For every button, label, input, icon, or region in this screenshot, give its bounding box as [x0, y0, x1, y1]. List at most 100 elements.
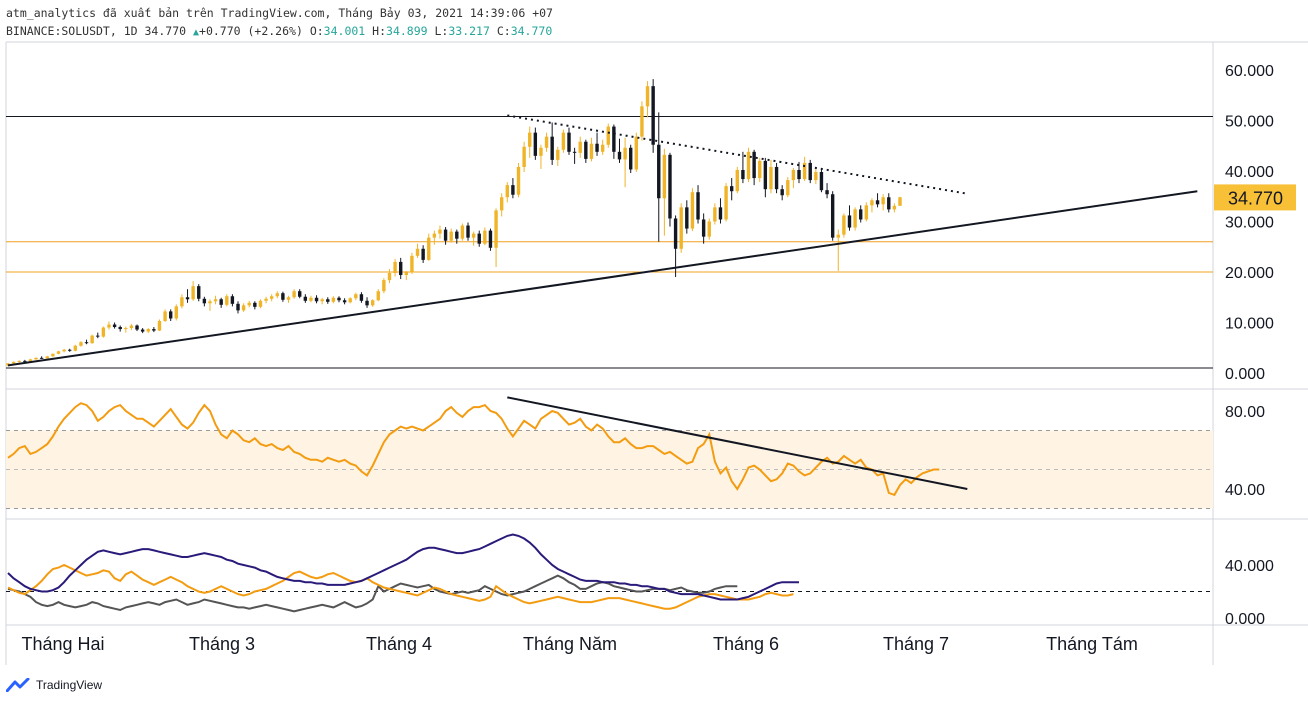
candle-body: [90, 335, 94, 344]
candle-body: [606, 126, 610, 145]
price-tick-label: 50.000: [1225, 114, 1274, 131]
price-pane[interactable]: [6, 79, 1213, 369]
candle-body: [455, 231, 459, 239]
candle-body: [774, 166, 779, 190]
low-value: 33.217: [448, 24, 490, 38]
candle-body: [802, 162, 807, 180]
rsi-pane[interactable]: [6, 396, 1213, 509]
candle-body: [309, 297, 313, 301]
candle-body: [488, 230, 493, 248]
candle-body: [724, 186, 728, 220]
candle-body: [707, 221, 711, 237]
candle-body: [320, 299, 324, 302]
candle-body: [331, 297, 336, 302]
candle-body: [864, 205, 869, 220]
candle-body: [140, 329, 145, 332]
candle-body: [657, 144, 661, 199]
candle-body: [387, 273, 392, 281]
ohlc-legend: BINANCE:SOLUSDT, 1D 34.770 ▲+0.770 (+2.2…: [6, 24, 552, 38]
time-axis-label: Tháng Hai: [21, 634, 104, 654]
candle-body: [466, 225, 470, 238]
candle-body: [629, 147, 633, 170]
candle-body: [275, 293, 279, 297]
candle-body: [96, 335, 100, 337]
candle-body: [129, 325, 134, 329]
candle-body: [11, 361, 16, 364]
price-tick-label: 20.000: [1225, 265, 1274, 282]
candle-body: [101, 327, 106, 337]
candle-body: [729, 186, 734, 192]
candle-body: [830, 194, 835, 238]
candle-body: [769, 166, 773, 190]
candle-body: [421, 248, 425, 260]
price-change: +0.770 (+2.26%): [199, 24, 303, 38]
candle-body: [718, 207, 723, 220]
candle-body: [376, 291, 380, 301]
price-tick-label: 0.000: [1225, 366, 1265, 383]
candle-body: [253, 302, 257, 307]
candle-body: [342, 300, 347, 303]
candle-body: [640, 106, 644, 137]
candle-body: [393, 261, 397, 274]
candle-body: [746, 151, 751, 180]
time-axis-label: Tháng 3: [189, 634, 255, 654]
candle-body: [786, 180, 790, 196]
candle-body: [808, 162, 812, 181]
last-price-label: 34.770: [1228, 188, 1283, 208]
up-arrow-icon: ▲: [192, 27, 200, 38]
candle-body: [505, 185, 509, 198]
candle-body: [662, 154, 667, 199]
candle-body: [634, 136, 639, 170]
adx-pane[interactable]: [6, 533, 1213, 613]
candle-body: [56, 351, 61, 354]
candle-body: [556, 149, 560, 160]
candle-body: [859, 209, 863, 220]
candle-body: [853, 209, 857, 228]
rsi-trendline: [507, 396, 968, 490]
candle-body: [292, 291, 296, 298]
candle-body: [584, 141, 588, 159]
candle-body: [713, 207, 717, 222]
candle-body: [410, 255, 414, 273]
publish-info: atm_analytics đã xuất bản trên TradingVi…: [6, 6, 553, 20]
tradingview-brand[interactable]: TradingView: [6, 678, 102, 692]
candle-body: [337, 297, 341, 301]
candle-body: [124, 328, 128, 330]
candle-body: [34, 357, 38, 360]
candle-body: [651, 86, 655, 145]
candle-body: [370, 300, 375, 306]
candle-body: [892, 205, 897, 210]
candle-body: [791, 169, 796, 181]
di-minus-line: [7, 574, 738, 613]
candle-body: [612, 126, 616, 152]
rsi-line: [7, 402, 940, 497]
candle-body: [735, 169, 739, 192]
candle-body: [870, 200, 874, 206]
candle-body: [741, 169, 745, 180]
candle-body: [477, 233, 481, 244]
candle-body: [286, 297, 291, 300]
candle-body: [483, 230, 487, 244]
candle-body: [645, 86, 650, 107]
candle-body: [303, 296, 308, 301]
candle-body: [269, 296, 274, 299]
price-tick-label: 30.000: [1225, 215, 1274, 232]
candle-body: [247, 302, 251, 306]
candle-body: [516, 166, 521, 195]
candle-body: [17, 360, 21, 362]
high-label: H:: [372, 24, 387, 38]
candle-body: [163, 311, 167, 321]
brand-name: TradingView: [36, 678, 103, 692]
candle-body: [79, 342, 83, 346]
candle-body: [365, 300, 369, 306]
candle-body: [825, 190, 829, 195]
candle-body: [623, 147, 627, 160]
candle-body: [348, 298, 352, 303]
candle-body: [225, 296, 229, 305]
candle-body: [107, 324, 111, 328]
candle-body: [460, 225, 465, 239]
candle-body: [404, 272, 409, 276]
candle-body: [780, 189, 784, 196]
candle-body: [84, 342, 89, 344]
